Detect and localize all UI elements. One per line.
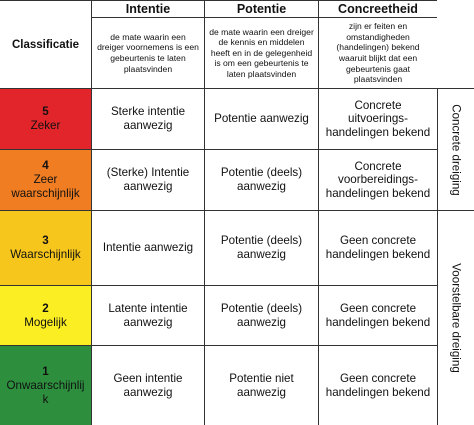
classification-cell-1: 1 Onwaarschijnlijk: [0, 345, 91, 425]
classification-cell-5: 5 Zeker: [0, 88, 91, 149]
side-label-voorstelbare-dreiging: Voorstelbare dreiging: [437, 210, 474, 425]
column-title-potentie: Potentie: [204, 0, 318, 17]
concreetheid-cell: Geen concrete handelingen bekend: [318, 285, 437, 345]
side-label-text: Concrete dreiging: [449, 103, 463, 196]
side-label-concrete-dreiging: Concrete dreiging: [437, 88, 474, 210]
potentie-cell: Potentie (deels) aanwezig: [204, 149, 318, 210]
potentie-cell: Potentie aanwezig: [204, 88, 318, 149]
column-title-concreetheid: Concreetheid: [318, 0, 437, 17]
classification-cell-3: 3 Waarschijnlijk: [0, 210, 91, 285]
classification-number: 4: [42, 159, 49, 172]
column-description-intentie: de mate waarin een dreiger voornemens is…: [91, 17, 204, 88]
classification-cell-2: 2 Mogelijk: [0, 285, 91, 345]
column-description-concreetheid: zijn er feiten en omstandigheden (handel…: [318, 17, 437, 88]
intentie-cell: (Sterke) Intentie aanwezig: [91, 149, 204, 210]
classification-label: Onwaarschijnlijk: [6, 378, 85, 406]
classification-label: Zeer waarschijnlijk: [11, 173, 80, 200]
intentie-cell: Sterke intentie aanwezig: [91, 88, 204, 149]
header-classificatie: Classificatie: [0, 0, 91, 88]
classification-label: Mogelijk: [24, 315, 67, 329]
intentie-cell: Intentie aanwezig: [91, 210, 204, 285]
classification-number: 2: [42, 301, 49, 315]
classification-number: 5: [42, 105, 49, 118]
concreetheid-cell: Concrete uitvoerings-handelingen bekend: [318, 88, 437, 149]
potentie-cell: Potentie niet aanwezig: [204, 345, 318, 425]
column-description-potentie: de mate waarin een dreiger de kennis en …: [204, 17, 318, 88]
side-label-text: Voorstelbare dreiging: [449, 263, 463, 373]
intentie-cell: Geen intentie aanwezig: [91, 345, 204, 425]
classification-number: 3: [42, 234, 49, 247]
column-title-intentie: Intentie: [91, 0, 204, 17]
concreetheid-cell: Geen concrete handelingen bekend: [318, 210, 437, 285]
potentie-cell: Potentie (deels) aanwezig: [204, 285, 318, 345]
classification-cell-4: 4 Zeer waarschijnlijk: [0, 149, 91, 210]
concreetheid-cell: Concrete voorbereidings-handelingen beke…: [318, 149, 437, 210]
classification-number: 1: [42, 364, 49, 378]
classification-label: Zeker: [30, 119, 61, 132]
potentie-cell: Potentie (deels) aanwezig: [204, 210, 318, 285]
intentie-cell: Latente intentie aanwezig: [91, 285, 204, 345]
concreetheid-cell: Geen concrete handelingen bekend: [318, 345, 437, 425]
classification-label: Waarschijnlijk: [10, 248, 81, 261]
